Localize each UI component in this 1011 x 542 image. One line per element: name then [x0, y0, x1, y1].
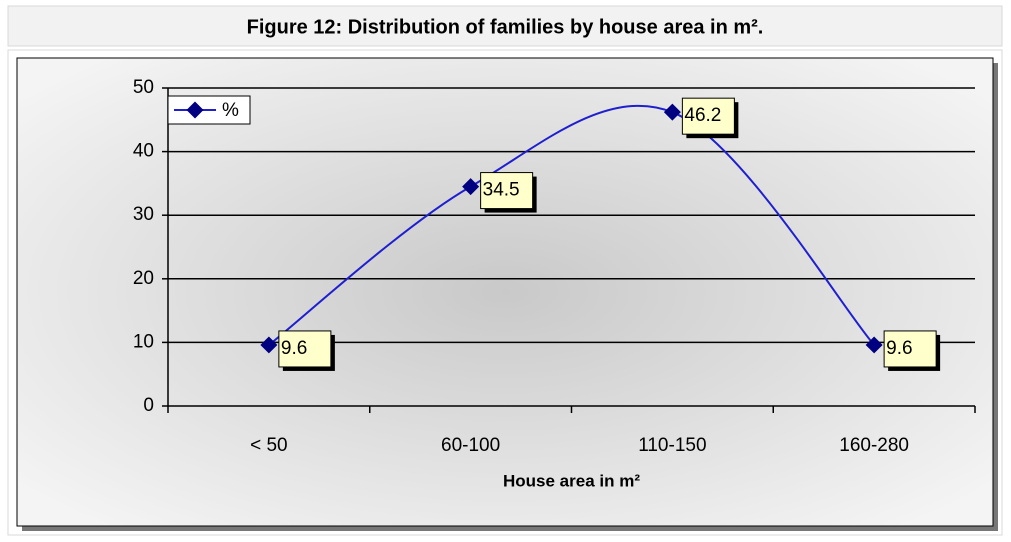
x-tick-label: < 50 [250, 435, 288, 456]
data-label: 9.6 [281, 338, 307, 359]
legend-marker [186, 101, 204, 119]
data-label: 46.2 [684, 105, 721, 126]
y-tick-label: 40 [133, 141, 154, 162]
chart-area [16, 57, 994, 527]
marker [663, 103, 681, 121]
y-tick-label: 0 [143, 395, 154, 416]
data-label: 9.6 [886, 338, 912, 359]
data-label: 34.5 [483, 180, 520, 201]
marker [865, 336, 883, 354]
y-tick-label: 20 [133, 268, 154, 289]
title-bar [7, 5, 1003, 47]
marker [260, 336, 278, 354]
series-line [268, 104, 875, 346]
label-box [278, 330, 332, 368]
legend-label: % [222, 100, 239, 121]
x-axis-label: House area in m² [503, 471, 640, 490]
x-tick-label: 110-150 [638, 435, 706, 456]
label-box [480, 172, 534, 210]
marker [462, 178, 480, 196]
chart-title: Figure 12: Distribution of families by h… [247, 16, 764, 38]
label-box [883, 330, 937, 368]
y-tick-label: 50 [133, 77, 154, 98]
y-tick-label: 30 [133, 204, 154, 225]
label-box [681, 97, 735, 135]
y-tick-label: 10 [133, 331, 154, 352]
x-tick-label: 60-100 [441, 435, 500, 456]
x-tick-label: 160-280 [839, 435, 909, 456]
